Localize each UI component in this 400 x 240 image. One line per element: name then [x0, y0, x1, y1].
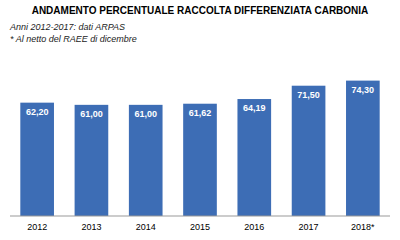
bar [75, 105, 109, 216]
x-tick-label: 2013 [81, 222, 101, 232]
x-tick-label: 2016 [244, 222, 264, 232]
x-tick-label: 2017 [299, 222, 319, 232]
data-label: 61,62 [189, 108, 212, 118]
bar [183, 104, 217, 216]
chart-svg: ANDAMENTO PERCENTUALE RACCOLTA DIFFERENZ… [0, 0, 400, 240]
bar [292, 86, 326, 216]
subtitle: Anni 2012-2017: dati ARPAS [9, 22, 125, 32]
data-label: 62,20 [26, 107, 49, 117]
chart-container: ANDAMENTO PERCENTUALE RACCOLTA DIFFERENZ… [0, 0, 400, 240]
x-tick-label: 2015 [190, 222, 210, 232]
bar [129, 105, 163, 216]
data-label: 61,00 [134, 109, 157, 119]
annotation: * Al netto del RAEE di dicembre [10, 34, 137, 44]
x-tick-label: 2014 [136, 222, 156, 232]
bar [346, 81, 380, 216]
x-tick-label: 2018* [351, 222, 375, 232]
bars [20, 81, 379, 216]
x-tick-label: 2012 [27, 222, 47, 232]
data-label: 61,00 [80, 109, 103, 119]
bar [237, 99, 271, 216]
chart-title: ANDAMENTO PERCENTUALE RACCOLTA DIFFERENZ… [32, 5, 369, 16]
data-label: 74,30 [352, 85, 375, 95]
data-label: 71,50 [297, 90, 320, 100]
x-axis-line [10, 216, 390, 217]
data-label: 64,19 [243, 103, 266, 113]
bar [20, 103, 54, 216]
